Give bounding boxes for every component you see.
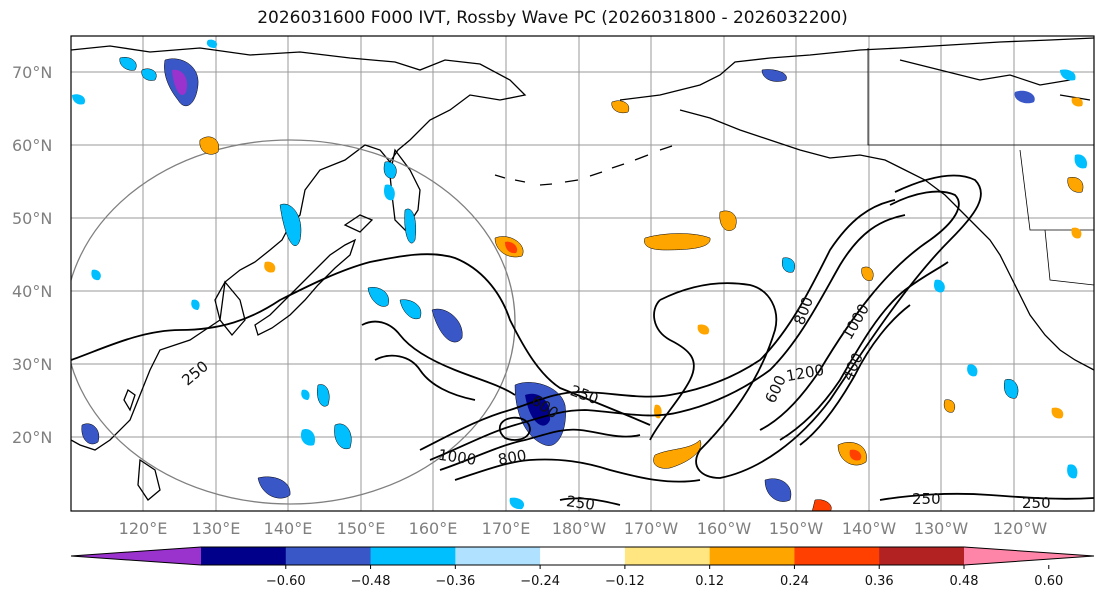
lon-label: 140°E [264, 519, 313, 538]
lat-label: 70°N [12, 63, 52, 82]
ivt-contours [71, 174, 1094, 506]
colorbar-outline [70, 546, 1095, 566]
lon-label: 150°W [769, 519, 824, 538]
longitude-labels: 120°E 130°E 140°E 150°E 160°E 170°E 180°… [119, 519, 1048, 538]
colorbar-extend-max [964, 547, 1094, 565]
colorbar-tick-label: −0.36 [435, 574, 475, 589]
colorbar-tick-label: 0.12 [695, 574, 724, 589]
contour-label: 250 [1022, 494, 1051, 512]
lat-label: 50°N [12, 209, 52, 228]
colorbar-tick-label: 0.24 [780, 574, 809, 589]
contour-label: 800 [497, 446, 528, 469]
graticule [71, 36, 1094, 511]
lon-label: 120°W [993, 519, 1048, 538]
lon-label: 130°W [914, 519, 969, 538]
colorbar-segment [540, 547, 626, 565]
lon-label: 160°E [409, 519, 458, 538]
colorbar-tick-label: −0.48 [351, 574, 391, 589]
lon-label: 160°W [697, 519, 752, 538]
lon-label: 170°E [482, 519, 531, 538]
map-background [71, 36, 1094, 511]
colorbar-tick-label: 0.36 [865, 574, 894, 589]
colorbar-segment [455, 547, 541, 565]
map-border [70, 35, 1095, 512]
colorbar-tick-label: −0.60 [266, 574, 306, 589]
map-title: 2026031600 F000 IVT, Rossby Wave PC (202… [257, 8, 848, 28]
contour-label: 1000 [437, 446, 477, 469]
colorbar-segment [794, 547, 880, 565]
analysis-region-circle [71, 139, 516, 505]
lon-label: 180°W [552, 519, 607, 538]
lat-label: 20°N [12, 428, 52, 447]
contour-label: 250 [912, 490, 941, 508]
colorbar-segment [285, 547, 372, 565]
lon-label: 140°W [842, 519, 897, 538]
colorbar-tick-label: 0.48 [950, 574, 979, 589]
colorbar-extend-min [71, 547, 201, 565]
latitude-labels: 70°N 60°N 50°N 40°N 30°N 20°N [12, 63, 52, 447]
colorbar-segment [201, 547, 287, 565]
colorbar-tick-label: 0.60 [1034, 574, 1063, 589]
colorbar-segment [879, 547, 965, 565]
contour-label: 250 [565, 492, 596, 514]
lat-label: 40°N [12, 282, 52, 301]
lon-label: 170°W [624, 519, 679, 538]
ivt-anomaly-shading [72, 39, 1088, 511]
colorbar-tick-label: −0.24 [520, 574, 560, 589]
lon-label: 120°E [119, 519, 168, 538]
colorbar: −0.60 −0.48 −0.36 −0.24 −0.12 0.12 0.24 0.36 0.4… [70, 546, 1095, 589]
lon-label: 130°E [192, 519, 241, 538]
colorbar-segment [709, 547, 795, 565]
coastlines [71, 37, 1094, 501]
lat-label: 60°N [12, 136, 52, 155]
lon-label: 150°E [337, 519, 386, 538]
lat-label: 30°N [12, 355, 52, 374]
colorbar-segment [624, 547, 711, 565]
colorbar-segment [370, 547, 456, 565]
colorbar-tick-label: −0.12 [605, 574, 645, 589]
